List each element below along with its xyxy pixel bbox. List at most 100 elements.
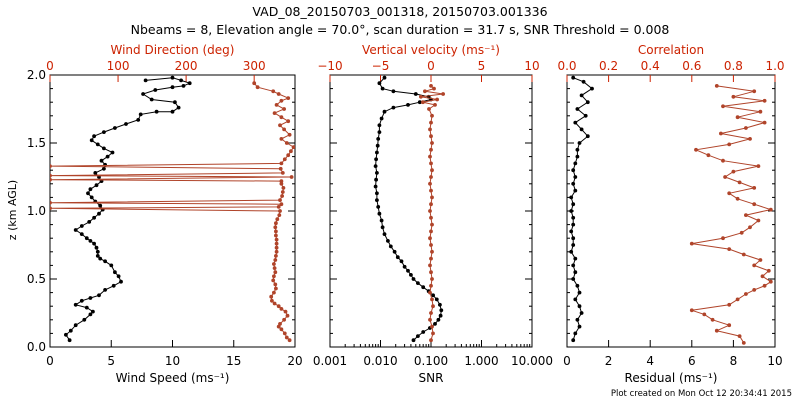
- data-point: [748, 225, 752, 230]
- y-tick-label: 0.0: [27, 340, 46, 354]
- data-point: [575, 107, 580, 111]
- x-tick-label-top: 300: [243, 59, 266, 73]
- data-point: [391, 89, 396, 94]
- data-point: [706, 153, 711, 158]
- data-point: [752, 186, 757, 190]
- data-point: [274, 249, 279, 254]
- data-point: [590, 86, 594, 91]
- data-point: [93, 171, 98, 175]
- data-point: [727, 247, 732, 252]
- data-point: [575, 154, 580, 159]
- data-point: [411, 338, 416, 343]
- data-point: [373, 184, 378, 189]
- data-point: [430, 195, 434, 200]
- data-point: [429, 84, 433, 88]
- data-point: [271, 278, 276, 283]
- data-point: [569, 229, 574, 234]
- data-point: [689, 308, 694, 313]
- data-point: [429, 175, 433, 179]
- data-point: [731, 169, 736, 174]
- data-point: [79, 232, 84, 237]
- data-point: [282, 157, 287, 162]
- x-axis-label-top: Vertical velocity (ms⁻¹): [362, 43, 500, 57]
- data-point: [278, 322, 282, 326]
- data-point: [756, 218, 761, 223]
- data-point: [573, 270, 578, 275]
- x-tick-label-bottom: 15: [226, 354, 241, 368]
- data-point: [727, 142, 732, 147]
- data-point: [98, 256, 103, 261]
- data-point: [429, 147, 433, 152]
- data-point: [95, 142, 100, 147]
- series-line: [50, 82, 295, 341]
- data-point: [170, 85, 175, 90]
- data-point: [113, 270, 117, 275]
- data-point: [571, 222, 576, 227]
- x-tick-label-bottom: 10.000: [511, 354, 553, 368]
- data-point: [417, 100, 422, 105]
- series-correlation: [689, 84, 773, 345]
- x-tick-label-bottom: 0: [563, 354, 571, 368]
- x-tick-label-bottom: 0: [46, 354, 54, 368]
- data-point: [379, 116, 384, 121]
- data-point: [735, 115, 740, 120]
- x-tick-label-bottom: 0.010: [363, 354, 397, 368]
- data-point: [428, 127, 432, 132]
- data-point: [382, 109, 387, 114]
- data-point: [435, 97, 439, 102]
- data-point: [758, 258, 763, 262]
- data-point: [154, 109, 159, 114]
- x-tick-label-top: 0.8: [724, 59, 743, 73]
- data-point: [438, 302, 442, 307]
- data-point: [282, 331, 287, 336]
- data-point: [569, 209, 574, 213]
- data-point: [433, 322, 437, 326]
- data-point: [573, 331, 578, 336]
- data-point: [737, 334, 742, 338]
- data-point: [105, 154, 110, 159]
- data-point: [760, 274, 765, 279]
- x-axis-label-bottom: Residual (ms⁻¹): [625, 371, 718, 385]
- data-point: [89, 195, 94, 200]
- y-tick-label: 1.5: [27, 136, 46, 150]
- x-tick-label-top: 0.0: [557, 59, 576, 73]
- data-point: [702, 312, 707, 317]
- data-point: [273, 258, 278, 262]
- data-point: [84, 305, 89, 310]
- data-point: [94, 245, 99, 250]
- data-point: [153, 88, 158, 92]
- data-point: [571, 215, 576, 220]
- data-point: [282, 317, 286, 322]
- data-point: [149, 97, 154, 102]
- data-point: [379, 218, 384, 223]
- data-point: [113, 126, 117, 130]
- data-point: [581, 79, 586, 84]
- data-point: [429, 283, 433, 288]
- data-point: [416, 281, 420, 285]
- data-point: [376, 137, 381, 141]
- data-point: [419, 94, 423, 99]
- data-point: [434, 297, 439, 302]
- x-tick-label-top: 0.6: [682, 59, 701, 73]
- data-point: [579, 127, 584, 132]
- data-point: [79, 224, 84, 228]
- data-point: [429, 256, 433, 261]
- data-point: [409, 273, 413, 277]
- data-point: [571, 263, 576, 268]
- data-point: [380, 225, 385, 230]
- data-point: [136, 118, 141, 122]
- x-tick-label-bottom: 5: [107, 354, 115, 368]
- y-tick-label: 1.0: [27, 204, 46, 218]
- figure-title: VAD_08_20150703_001318, 20150703.001336: [252, 4, 547, 19]
- data-point: [287, 338, 292, 343]
- data-point: [111, 283, 116, 288]
- data-point: [762, 98, 767, 103]
- data-point: [585, 100, 590, 105]
- data-point: [274, 233, 278, 238]
- data-point: [433, 103, 437, 107]
- data-point: [427, 107, 431, 111]
- x-tick-label-bottom: 2: [605, 354, 613, 368]
- data-point: [86, 191, 90, 196]
- x-tick-label-top: 0.4: [641, 59, 660, 73]
- data-point: [388, 244, 393, 249]
